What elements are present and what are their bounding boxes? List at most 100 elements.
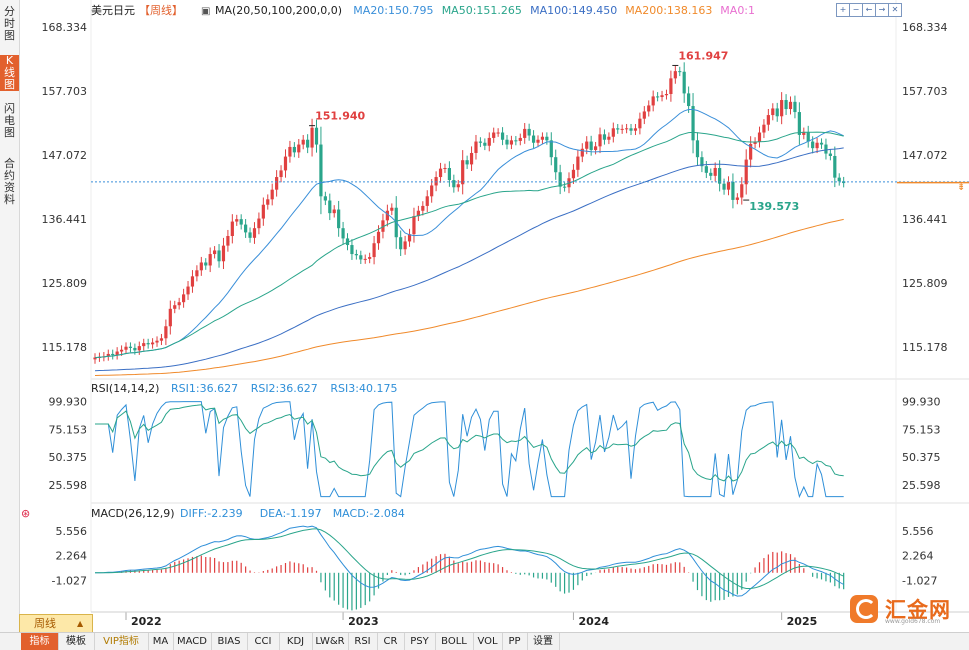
candle-body xyxy=(173,305,177,309)
candle-body xyxy=(833,155,837,178)
candle-body xyxy=(625,128,629,130)
candle-body xyxy=(788,101,793,110)
year-label-3: 2025 xyxy=(787,615,818,628)
sidebar-tab-3[interactable]: 合约资料 xyxy=(4,157,15,206)
candle-body xyxy=(314,127,319,145)
candle-body xyxy=(651,96,655,106)
candle-body xyxy=(261,204,265,219)
candle-body xyxy=(731,181,735,200)
macd-value-1: DEA:-1.197 xyxy=(260,507,322,520)
candle-body xyxy=(252,228,257,238)
zoom-button-0[interactable]: + xyxy=(836,3,850,17)
candle-body xyxy=(456,184,460,188)
rsi-tick-right-1: 75.153 xyxy=(902,423,941,436)
indicator-11[interactable]: PSY xyxy=(404,633,436,650)
candle-body xyxy=(421,205,425,211)
candle-body xyxy=(744,159,748,185)
candle-body xyxy=(793,101,797,113)
indicator-10[interactable]: CR xyxy=(377,633,405,650)
candle-body xyxy=(735,197,739,200)
indicator-toolbar: 指标 模板 VIP指标 MA MACD BIAS CCI KDJ LW&R RSI CR PSY BOL… xyxy=(0,632,969,650)
ma-line-1 xyxy=(94,131,844,359)
candle-body xyxy=(669,78,673,95)
ma-value-0: MA20:150.795 xyxy=(353,4,433,17)
zoom-button-2[interactable]: ← xyxy=(862,3,876,17)
candle-body xyxy=(186,286,190,295)
candle-body xyxy=(270,189,274,200)
candle-body xyxy=(554,157,558,173)
sidebar-tab-2[interactable]: 闪电图 xyxy=(4,102,15,139)
zoom-button-1[interactable]: − xyxy=(849,3,863,17)
candle-body xyxy=(647,105,651,112)
candle-body xyxy=(576,156,580,170)
candle-body xyxy=(363,258,367,260)
annotation-label-2: 139.573 xyxy=(749,200,799,213)
year-label-0: 2022 xyxy=(131,615,162,628)
candle-body xyxy=(540,136,545,140)
rsi-tick-right-0: 99.930 xyxy=(902,396,941,409)
rsi-tick-left-2: 50.375 xyxy=(49,451,88,464)
candle-body xyxy=(239,219,243,225)
candle-body xyxy=(182,294,186,303)
zoom-button-4[interactable]: ✕ xyxy=(888,3,902,17)
zoom-button-3[interactable]: → xyxy=(875,3,889,17)
candle-body xyxy=(438,168,443,178)
indicator-12[interactable]: BOLL xyxy=(435,633,474,650)
candle-body xyxy=(784,100,788,110)
indicator-5[interactable]: BIAS xyxy=(211,633,248,650)
candle-body xyxy=(700,157,704,167)
candle-body xyxy=(266,199,270,205)
candle-body xyxy=(766,115,770,125)
indicator-6[interactable]: CCI xyxy=(247,633,280,650)
candle-body xyxy=(802,131,806,135)
ma-value-1: MA50:151.265 xyxy=(442,4,522,17)
period-selector[interactable]: 周线 ▲ xyxy=(19,614,93,633)
indicator-9[interactable]: RSI xyxy=(348,633,378,650)
candle-body xyxy=(704,166,708,173)
chart-canvas[interactable]: 美元日元 【周线】 ▣ MA(20,50,100,200,0,0) MA20:150.7… xyxy=(19,0,969,632)
candle-body xyxy=(230,221,234,237)
candle-body xyxy=(150,342,155,345)
candle-body xyxy=(531,135,536,143)
candle-body xyxy=(443,168,447,170)
candle-body xyxy=(682,71,686,94)
rsi-value-0: RSI1:36.627 xyxy=(171,382,238,395)
chart-symbol: 美元日元 xyxy=(91,4,135,17)
indicator-0[interactable]: 指标 xyxy=(21,633,59,650)
indicator-1[interactable]: 模板 xyxy=(58,633,95,650)
candle-body xyxy=(354,254,358,256)
indicator-4[interactable]: MACD xyxy=(173,633,212,650)
candle-body xyxy=(660,95,664,98)
indicator-3[interactable]: MA xyxy=(148,633,174,650)
candle-body xyxy=(775,108,779,117)
chart-period-tag: 【周线】 xyxy=(139,3,183,17)
candle-body xyxy=(487,137,491,146)
indicator-14[interactable]: PP xyxy=(502,633,528,650)
macd-tick-left-0: 5.556 xyxy=(56,525,88,538)
indicator-8[interactable]: LW&R xyxy=(312,633,349,650)
candle-body xyxy=(350,245,354,255)
candle-body xyxy=(283,156,288,171)
candle-body xyxy=(611,128,615,137)
macd-label: MACD(26,12,9) xyxy=(91,507,175,520)
candle-body xyxy=(580,148,584,157)
candle-body xyxy=(425,196,429,206)
candle-body xyxy=(319,144,323,197)
price-tick-left-5: 115.178 xyxy=(42,341,88,354)
sidebar-tab-0[interactable]: 分时图 xyxy=(4,5,15,42)
ma-line-3 xyxy=(94,218,844,376)
chart-zoom-toolbar: + − ← → ✕ xyxy=(836,3,902,17)
macd-tick-right-0: 5.556 xyxy=(902,525,934,538)
indicator-2[interactable]: VIP指标 xyxy=(94,633,149,650)
candle-body xyxy=(780,100,784,117)
indicator-15[interactable]: 设置 xyxy=(527,633,560,650)
price-tick-left-4: 125.809 xyxy=(42,277,88,290)
candle-body xyxy=(726,181,731,190)
candle-body xyxy=(518,137,522,141)
rsi-tick-right-3: 25.598 xyxy=(902,479,941,492)
macd-tick-left-1: 2.264 xyxy=(56,550,88,563)
indicator-7[interactable]: KDJ xyxy=(279,633,313,650)
logo-mark-icon xyxy=(850,595,878,623)
indicator-13[interactable]: VOL xyxy=(473,633,503,650)
